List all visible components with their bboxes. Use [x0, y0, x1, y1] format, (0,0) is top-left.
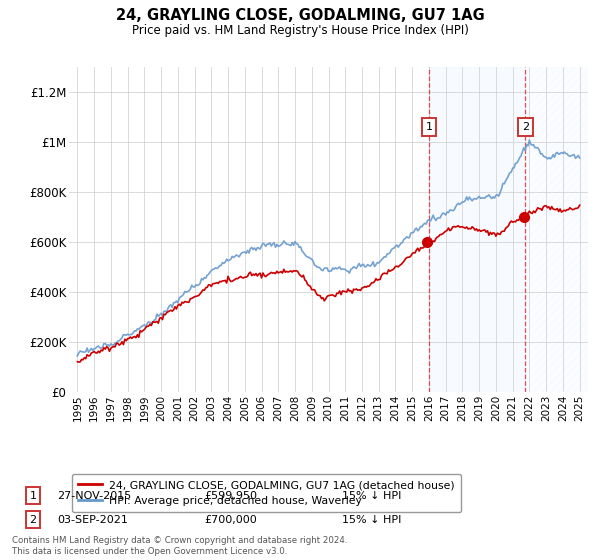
Text: 2: 2 [521, 122, 529, 132]
Text: £599,950: £599,950 [204, 491, 257, 501]
Text: £700,000: £700,000 [204, 515, 257, 525]
Text: 2: 2 [29, 515, 37, 525]
Text: 27-NOV-2015: 27-NOV-2015 [57, 491, 131, 501]
Text: 03-SEP-2021: 03-SEP-2021 [57, 515, 128, 525]
Text: 1: 1 [425, 122, 433, 132]
Bar [525, 67, 588, 392]
Text: 24, GRAYLING CLOSE, GODALMING, GU7 1AG: 24, GRAYLING CLOSE, GODALMING, GU7 1AG [116, 8, 484, 24]
Text: 15% ↓ HPI: 15% ↓ HPI [342, 491, 401, 501]
Text: 15% ↓ HPI: 15% ↓ HPI [342, 515, 401, 525]
Legend: 24, GRAYLING CLOSE, GODALMING, GU7 1AG (detached house), HPI: Average price, det: 24, GRAYLING CLOSE, GODALMING, GU7 1AG (… [72, 474, 461, 512]
Text: 1: 1 [29, 491, 37, 501]
Text: Contains HM Land Registry data © Crown copyright and database right 2024.
This d: Contains HM Land Registry data © Crown c… [12, 536, 347, 556]
Bar [429, 67, 525, 392]
Text: Price paid vs. HM Land Registry's House Price Index (HPI): Price paid vs. HM Land Registry's House … [131, 24, 469, 37]
Bar [525, 67, 588, 392]
